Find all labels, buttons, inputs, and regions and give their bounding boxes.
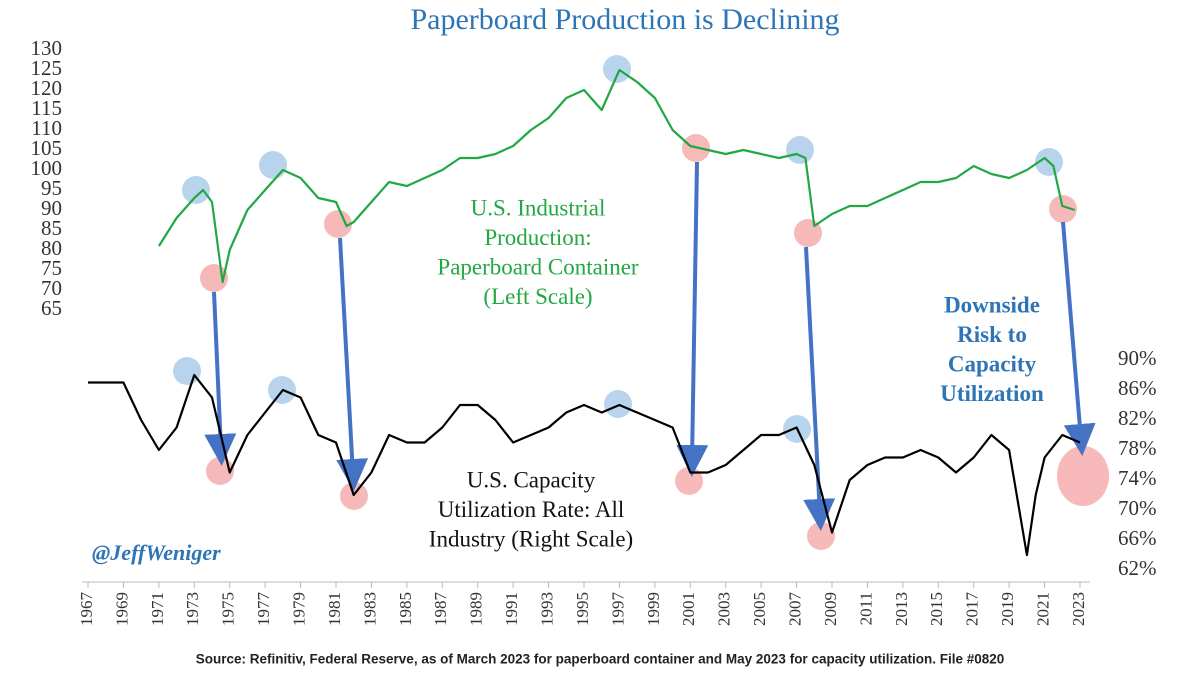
highlight-circle <box>1049 195 1077 223</box>
highlights <box>173 55 1109 550</box>
annotation: Production: <box>484 225 591 250</box>
annotation: Risk to <box>957 322 1027 347</box>
highlight-circle <box>603 55 631 83</box>
x-tick-label: 1997 <box>608 592 627 627</box>
y-tick-label: 110 <box>31 116 62 140</box>
x-tick-label: 1969 <box>112 592 131 626</box>
x-tick-label: 2013 <box>892 592 911 626</box>
arrow <box>676 161 709 477</box>
y2-tick-label: 90% <box>1118 346 1157 370</box>
y-tick-label: 70 <box>41 276 62 300</box>
x-tick-label: 1975 <box>219 592 238 626</box>
y-tick-label: 105 <box>31 136 63 160</box>
arrow <box>204 291 237 466</box>
chart-title: Paperboard Production is Declining <box>410 3 839 36</box>
annotation: (Left Scale) <box>483 284 592 309</box>
x-tick-label: 1967 <box>77 592 96 627</box>
y-tick-label: 80 <box>41 236 62 260</box>
x-tick-label: 1993 <box>537 592 556 626</box>
y-tick-label: 85 <box>41 216 62 240</box>
x-tick-label: 1979 <box>289 592 308 626</box>
credit: @JeffWeniger <box>92 540 221 565</box>
y-tick-label: 95 <box>41 176 62 200</box>
x-tick-label: 1999 <box>644 592 663 626</box>
arrow <box>803 246 836 531</box>
x-tick-label: 2023 <box>1069 592 1088 626</box>
y-tick-label: 125 <box>31 56 63 80</box>
annotation: Utilization <box>940 381 1044 406</box>
annotation: Capacity <box>948 351 1037 376</box>
y2-tick-label: 86% <box>1118 376 1157 400</box>
x-tick-label: 2021 <box>1033 592 1052 626</box>
x-tick-label: 2007 <box>785 592 804 627</box>
series-line <box>157 68 1076 284</box>
y2-tick-label: 78% <box>1118 436 1157 460</box>
arrow <box>1061 221 1096 456</box>
x-tick-label: 2017 <box>963 592 982 627</box>
y-tick-label: 115 <box>31 96 62 120</box>
y2-tick-label: 66% <box>1118 526 1157 550</box>
x-tick-label: 2019 <box>998 592 1017 626</box>
x-tick-label: 2009 <box>821 592 840 626</box>
y2-tick-label: 70% <box>1118 496 1157 520</box>
x-tick-label: 1995 <box>573 592 592 626</box>
y-tick-label: 90 <box>41 196 62 220</box>
highlight-circle <box>173 357 201 385</box>
x-tick-label: 1991 <box>502 592 521 626</box>
y2-tick-label: 62% <box>1118 556 1157 580</box>
x-tick-label: 1973 <box>183 592 202 626</box>
x-tick-label: 1971 <box>148 592 167 626</box>
x-tick-label: 1983 <box>360 592 379 626</box>
x-tick-label: 2015 <box>927 592 946 626</box>
annotation: Downside <box>944 292 1040 317</box>
annotation: Paperboard Container <box>437 254 639 279</box>
arrow <box>336 237 369 491</box>
y-tick-label: 130 <box>31 36 63 60</box>
x-tick-label: 2005 <box>750 592 769 626</box>
x-tick-label: 1989 <box>467 592 486 626</box>
series-line <box>88 373 1081 557</box>
y-tick-label: 65 <box>41 296 62 320</box>
x-tick-label: 1985 <box>396 592 415 626</box>
highlight-circle <box>182 176 210 204</box>
annotation: U.S. Industrial <box>471 195 606 220</box>
highlight-circle <box>324 210 352 238</box>
y-tick-label: 100 <box>31 156 63 180</box>
x-tick-label: 1981 <box>325 592 344 626</box>
y2-tick-label: 74% <box>1118 466 1157 490</box>
x-tick-label: 2011 <box>856 592 875 625</box>
highlight-circle <box>1057 446 1109 506</box>
x-tick-label: 1987 <box>431 592 450 627</box>
arrows <box>204 161 1096 531</box>
highlight-circle <box>259 151 287 179</box>
highlight-circle <box>604 390 632 418</box>
y-tick-label: 75 <box>41 256 62 280</box>
x-tick-label: 2001 <box>679 592 698 626</box>
highlight-circle <box>786 136 814 164</box>
x-tick-label: 1977 <box>254 592 273 627</box>
x-tick-label: 2003 <box>715 592 734 626</box>
source: Source: Refinitiv, Federal Reserve, as o… <box>196 652 1005 667</box>
annotation: Industry (Right Scale) <box>429 526 633 551</box>
annotation: U.S. Capacity <box>467 467 596 492</box>
y2-tick-label: 82% <box>1118 406 1157 430</box>
y-tick-label: 120 <box>31 76 63 100</box>
annotation: Utilization Rate: All <box>438 497 625 522</box>
